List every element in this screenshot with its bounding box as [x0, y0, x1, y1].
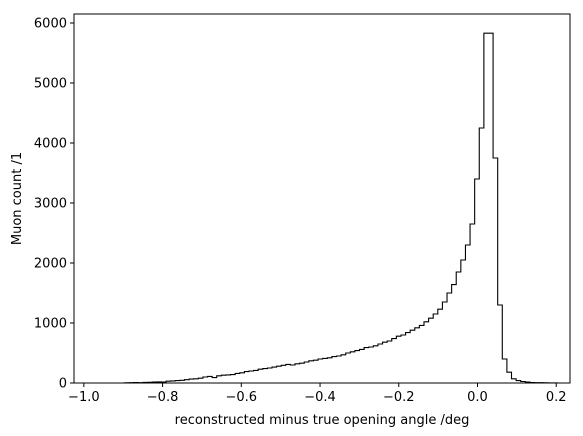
x-tick-label: −0.4 — [304, 390, 336, 405]
y-axis-label: Muon count /1 — [10, 152, 25, 245]
x-tick-label: 0.0 — [467, 390, 488, 405]
y-tick-label: 2000 — [34, 257, 67, 272]
x-tick-label: −0.2 — [383, 390, 415, 405]
x-tick-label: −1.0 — [68, 390, 100, 405]
y-tick-label: 0 — [59, 377, 67, 392]
x-axis-ticks: −1.0 −0.8 −0.6 −0.4 −0.2 0.0 0.2 — [68, 383, 567, 405]
x-tick-label: −0.6 — [226, 390, 258, 405]
y-tick-label: 4000 — [34, 137, 67, 152]
y-tick-label: 5000 — [34, 77, 67, 92]
x-tick-label: 0.2 — [546, 390, 567, 405]
histogram-outline — [87, 32, 567, 384]
y-tick-label: 1000 — [34, 317, 67, 332]
y-tick-label: 6000 — [34, 17, 67, 32]
x-axis-label: reconstructed minus true opening angle /… — [175, 413, 470, 428]
y-axis-ticks: 0 1000 2000 3000 4000 5000 6000 — [34, 17, 74, 392]
plot-area-frame — [73, 13, 571, 384]
x-tick-label: −0.8 — [147, 390, 179, 405]
y-tick-label: 3000 — [34, 197, 67, 212]
